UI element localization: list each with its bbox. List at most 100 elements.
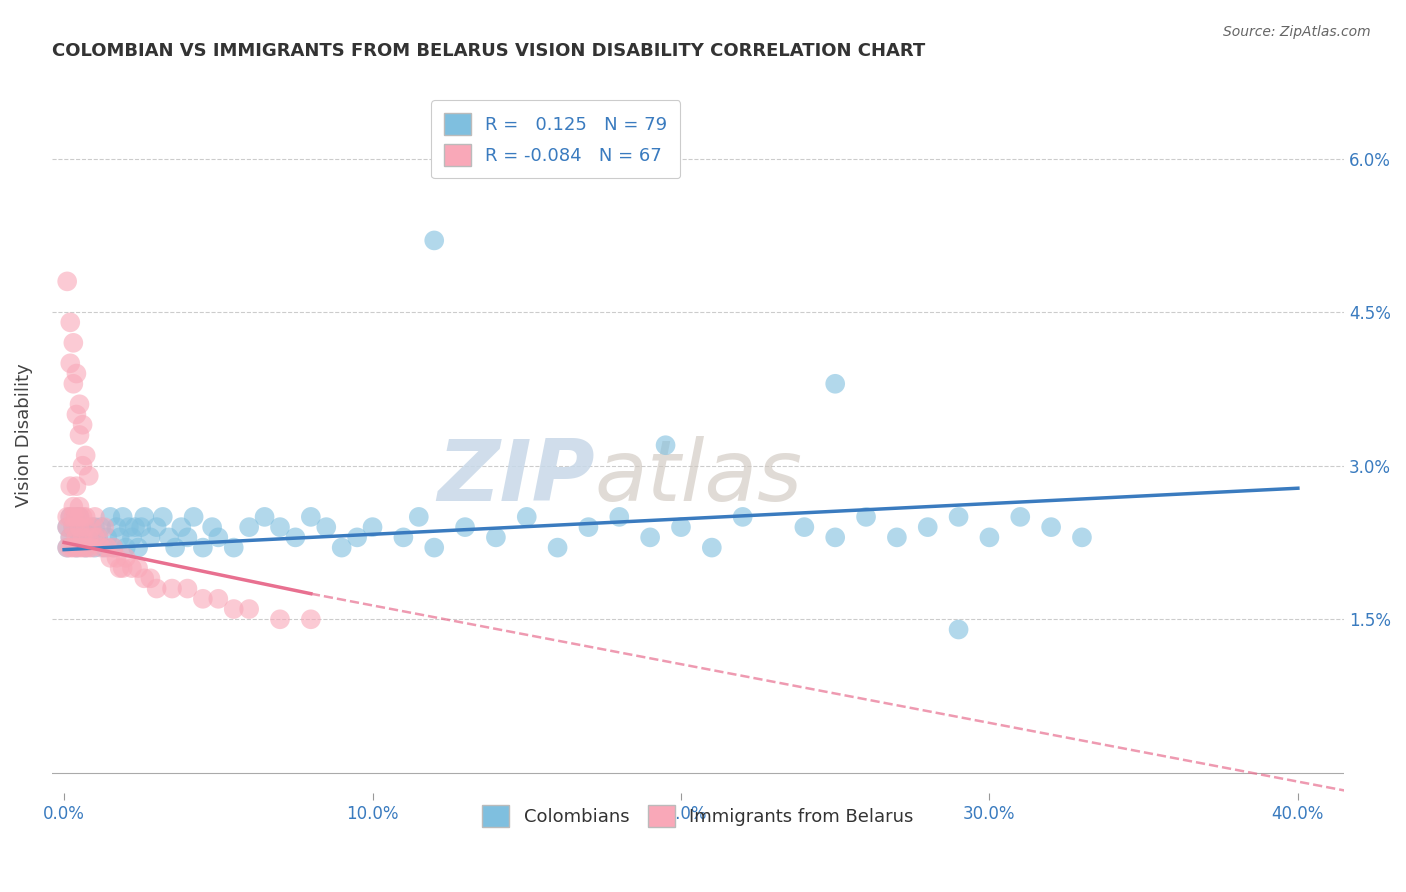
Point [121, 561, 143, 575]
Text: ZIP: ZIP [437, 436, 595, 519]
Point [69, 520, 91, 534]
Point [62, 500, 84, 514]
Point [139, 530, 162, 544]
Point [284, 530, 307, 544]
Point [69, 509, 91, 524]
Point [59, 541, 82, 555]
Point [299, 612, 322, 626]
Point [62, 520, 84, 534]
Point [607, 509, 630, 524]
Point [98, 509, 121, 524]
Point [59, 315, 82, 329]
Point [129, 520, 152, 534]
Point [1040, 520, 1063, 534]
Point [731, 509, 754, 524]
Point [69, 541, 91, 555]
Point [118, 520, 141, 534]
Point [62, 520, 84, 534]
Point [948, 623, 970, 637]
Point [65, 367, 87, 381]
Point [269, 612, 291, 626]
Point [65, 479, 87, 493]
Point [145, 520, 167, 534]
Point [84, 530, 107, 544]
Point [134, 571, 156, 585]
Point [80, 520, 103, 534]
Point [183, 509, 205, 524]
Point [72, 417, 94, 432]
Point [638, 530, 661, 544]
Point [69, 500, 91, 514]
Point [56, 520, 79, 534]
Point [90, 541, 112, 555]
Point [108, 561, 131, 575]
Point [69, 397, 91, 411]
Point [90, 520, 112, 534]
Point [105, 520, 128, 534]
Point [59, 509, 82, 524]
Point [127, 541, 149, 555]
Point [56, 541, 79, 555]
Point [59, 479, 82, 493]
Point [65, 530, 87, 544]
Point [207, 591, 229, 606]
Point [59, 530, 82, 544]
Point [165, 541, 187, 555]
Point [330, 541, 353, 555]
Point [56, 541, 79, 555]
Point [201, 520, 224, 534]
Point [96, 541, 118, 555]
Point [700, 541, 723, 555]
Point [392, 530, 415, 544]
Point [69, 428, 91, 442]
Point [423, 234, 446, 248]
Point [84, 520, 107, 534]
Point [157, 530, 180, 544]
Point [77, 530, 100, 544]
Point [191, 541, 214, 555]
Point [103, 541, 125, 555]
Point [98, 550, 121, 565]
Point [121, 530, 143, 544]
Point [824, 530, 846, 544]
Point [423, 541, 446, 555]
Point [105, 550, 128, 565]
Point [69, 530, 91, 544]
Point [87, 530, 110, 544]
Point [654, 438, 676, 452]
Point [59, 530, 82, 544]
Point [56, 274, 79, 288]
Point [886, 530, 908, 544]
Point [127, 561, 149, 575]
Point [124, 520, 146, 534]
Point [69, 509, 91, 524]
Point [361, 520, 384, 534]
Point [65, 541, 87, 555]
Point [103, 541, 125, 555]
Point [669, 520, 692, 534]
Point [56, 520, 79, 534]
Point [75, 541, 97, 555]
Point [1010, 509, 1032, 524]
Text: Source: ZipAtlas.com: Source: ZipAtlas.com [1223, 25, 1371, 39]
Point [207, 530, 229, 544]
Point [72, 509, 94, 524]
Point [114, 541, 136, 555]
Point [93, 520, 115, 534]
Point [315, 520, 337, 534]
Text: COLOMBIAN VS IMMIGRANTS FROM BELARUS VISION DISABILITY CORRELATION CHART: COLOMBIAN VS IMMIGRANTS FROM BELARUS VIS… [52, 42, 925, 60]
Point [75, 541, 97, 555]
Y-axis label: Vision Disability: Vision Disability [15, 363, 32, 507]
Point [152, 509, 174, 524]
Point [134, 509, 156, 524]
Point [80, 520, 103, 534]
Point [222, 541, 245, 555]
Point [824, 376, 846, 391]
Point [62, 335, 84, 350]
Point [485, 530, 508, 544]
Point [111, 561, 134, 575]
Point [56, 509, 79, 524]
Point [160, 582, 183, 596]
Point [516, 509, 538, 524]
Point [65, 541, 87, 555]
